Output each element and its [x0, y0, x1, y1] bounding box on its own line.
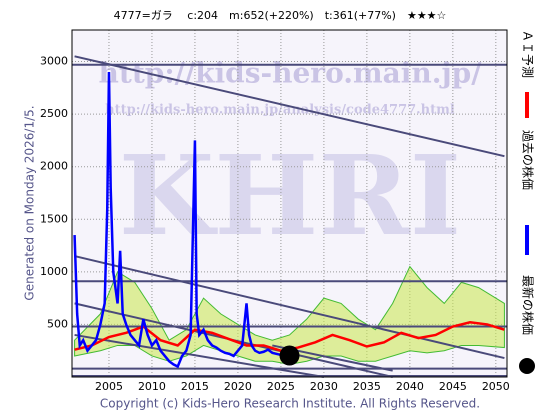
series-line	[73, 72, 290, 369]
plot-frame	[71, 29, 508, 378]
y-tick-label: 1000	[40, 265, 68, 278]
y-tick-label: 1500	[40, 212, 68, 225]
x-tick-label: 2025	[267, 380, 295, 393]
plot: http://kids-hero.main.jp/http://kids-her…	[72, 30, 507, 378]
y-tick-label: 2500	[40, 107, 68, 120]
y-tick-label: 2000	[40, 160, 68, 173]
chart-title: 4777=ガラ c:204 m:652(+220%) t:361(+77%) ★…	[114, 9, 447, 22]
x-tick-label: 2015	[181, 380, 209, 393]
x-tick-label: 2045	[439, 380, 467, 393]
x-tick-label: 2030	[310, 380, 338, 393]
trend-line	[74, 333, 325, 378]
x-tick-label: 2040	[396, 380, 424, 393]
trend-line	[74, 55, 505, 158]
x-tick-label: 2010	[138, 380, 166, 393]
y-tick-label: 500	[47, 317, 68, 330]
y-label: Generated on Monday 2026/1/5.	[23, 105, 37, 300]
legend-label: 最新の株価	[521, 275, 536, 335]
trend-line	[74, 255, 505, 360]
legend-label: 過去の株価	[521, 130, 536, 190]
x-tick-label: 2020	[224, 380, 252, 393]
x-tick-label: 2035	[353, 380, 381, 393]
x-tick-label: 2050	[482, 380, 510, 393]
legend-marker	[519, 358, 535, 374]
watermark: KHRI	[119, 131, 461, 260]
x-tick-label: 2005	[95, 380, 123, 393]
y-tick-label: 3000	[40, 55, 68, 68]
latest-point	[279, 345, 300, 366]
footer: Copyright (c) Kids-Hero Research Institu…	[100, 397, 480, 411]
legend-label: ＡＩ予測	[521, 30, 535, 78]
